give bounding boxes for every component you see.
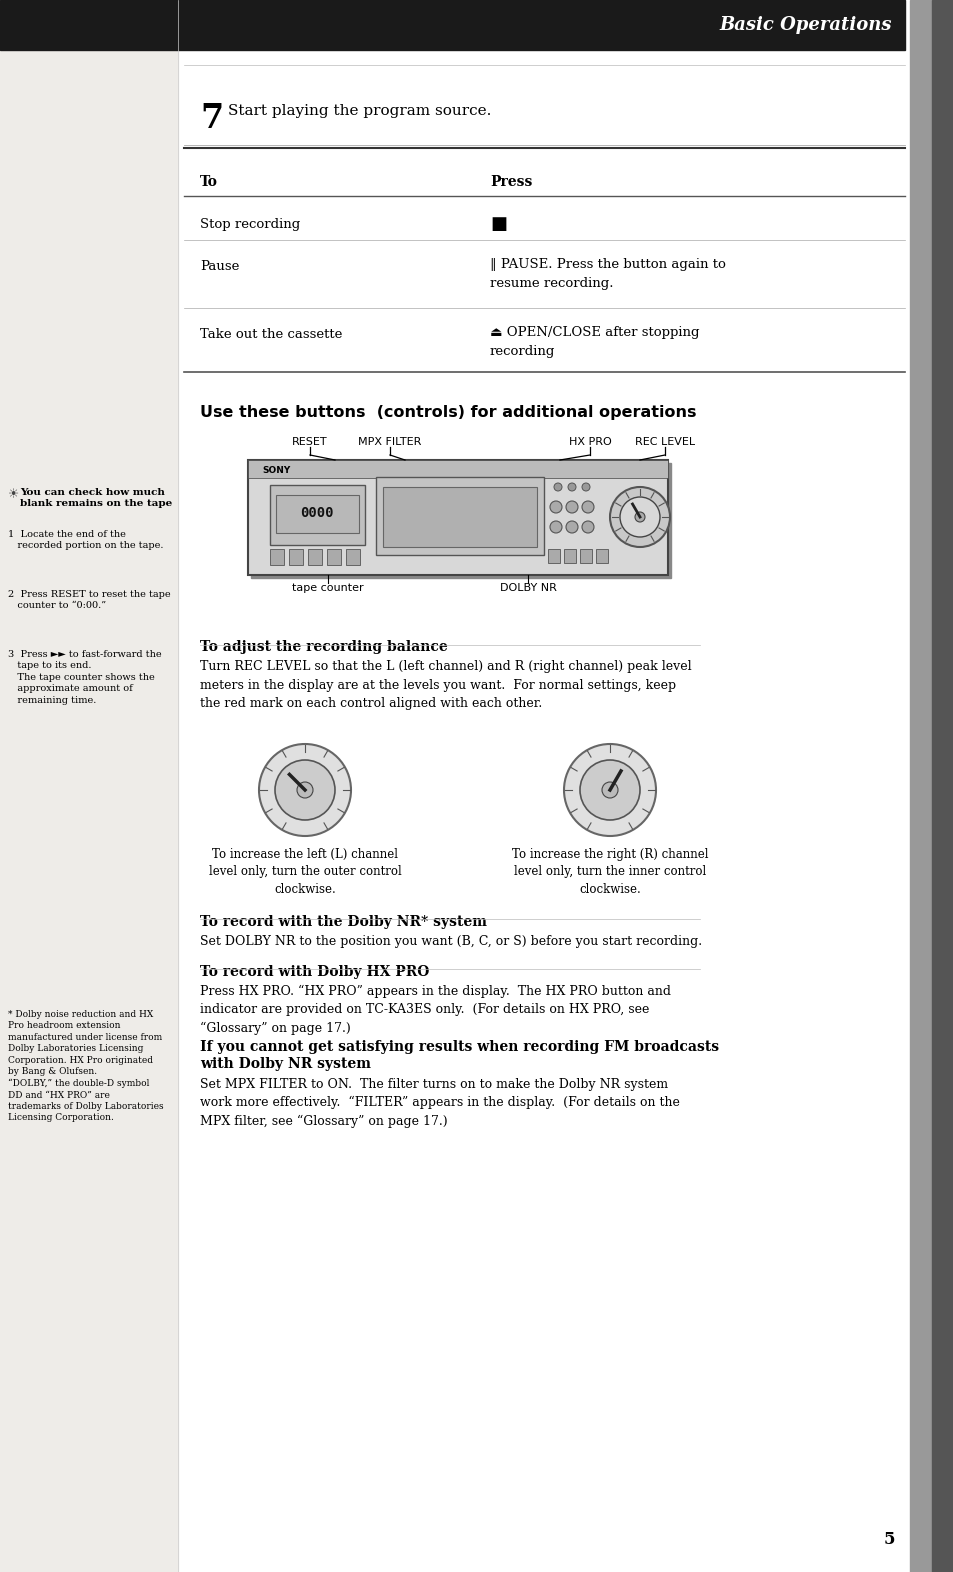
Circle shape <box>550 501 561 512</box>
Text: Set MPX FILTER to ON.  The filter turns on to make the Dolby NR system
work more: Set MPX FILTER to ON. The filter turns o… <box>200 1078 679 1127</box>
Circle shape <box>296 781 313 799</box>
Text: Press: Press <box>490 174 532 189</box>
Text: MPX FILTER: MPX FILTER <box>358 437 421 446</box>
Text: SONY: SONY <box>262 465 290 475</box>
Bar <box>596 549 607 563</box>
Circle shape <box>581 520 594 533</box>
Text: Basic Operations: Basic Operations <box>719 16 891 35</box>
Text: RESET: RESET <box>292 437 328 446</box>
Text: Pause: Pause <box>200 259 239 274</box>
Text: 3  Press ►► to fast-forward the
   tape to its end.
   The tape counter shows th: 3 Press ►► to fast-forward the tape to i… <box>8 649 161 704</box>
Text: 2  Press RESET to reset the tape
   counter to “0:00.”: 2 Press RESET to reset the tape counter … <box>8 590 171 610</box>
Text: Set DOLBY NR to the position you want (B, C, or S) before you start recording.: Set DOLBY NR to the position you want (B… <box>200 935 701 948</box>
Circle shape <box>567 483 576 490</box>
Bar <box>270 486 365 545</box>
Text: Press HX PRO. “HX PRO” appears in the display.  The HX PRO button and
indicator : Press HX PRO. “HX PRO” appears in the di… <box>200 986 670 1034</box>
Circle shape <box>609 487 669 547</box>
Text: Take out the cassette: Take out the cassette <box>200 329 342 341</box>
Text: REC LEVEL: REC LEVEL <box>635 437 695 446</box>
Circle shape <box>274 759 335 821</box>
Circle shape <box>554 483 561 490</box>
Text: ■: ■ <box>490 215 506 233</box>
Text: ⏏ OPEN/CLOSE after stopping
recording: ⏏ OPEN/CLOSE after stopping recording <box>490 325 699 358</box>
Bar <box>563 549 576 563</box>
Text: To record with the Dolby NR* system: To record with the Dolby NR* system <box>200 915 486 929</box>
Bar <box>270 549 284 564</box>
Bar <box>346 549 359 564</box>
Circle shape <box>581 483 589 490</box>
Bar <box>289 549 303 564</box>
Text: Use these buttons  (controls) for additional operations: Use these buttons (controls) for additio… <box>200 406 696 420</box>
Circle shape <box>565 501 578 512</box>
Text: ☀: ☀ <box>8 487 19 501</box>
Text: Turn REC LEVEL so that the L (left channel) and R (right channel) peak level
met: Turn REC LEVEL so that the L (left chann… <box>200 660 691 711</box>
Bar <box>931 0 953 1572</box>
Text: * Dolby noise reduction and HX
Pro headroom extension
manufactured under license: * Dolby noise reduction and HX Pro headr… <box>8 1009 164 1122</box>
Bar <box>275 495 358 533</box>
Bar <box>327 549 340 564</box>
Bar <box>178 0 909 1572</box>
Circle shape <box>579 759 639 821</box>
Text: To increase the left (L) channel
level only, turn the outer control
clockwise.: To increase the left (L) channel level o… <box>209 847 401 896</box>
Bar <box>248 461 667 478</box>
Circle shape <box>635 512 644 522</box>
Bar <box>382 487 537 547</box>
Text: Start playing the program source.: Start playing the program source. <box>228 104 491 118</box>
Text: ‖ PAUSE. Press the button again to
resume recording.: ‖ PAUSE. Press the button again to resum… <box>490 258 725 289</box>
Bar <box>0 0 178 1572</box>
Circle shape <box>601 781 618 799</box>
Bar <box>909 0 931 1572</box>
Circle shape <box>619 497 659 538</box>
Text: If you cannot get satisfying results when recording FM broadcasts
with Dolby NR : If you cannot get satisfying results whe… <box>200 1041 719 1071</box>
Text: To: To <box>200 174 217 189</box>
Text: You can check how much
blank remains on the tape: You can check how much blank remains on … <box>20 487 172 508</box>
Circle shape <box>258 744 351 836</box>
Circle shape <box>563 744 656 836</box>
Circle shape <box>581 501 594 512</box>
Text: DOLBY NR: DOLBY NR <box>499 583 556 593</box>
Text: 0000: 0000 <box>300 506 334 520</box>
Bar <box>248 461 667 575</box>
Bar <box>375 476 543 555</box>
Text: tape counter: tape counter <box>292 583 363 593</box>
Text: HX PRO: HX PRO <box>568 437 611 446</box>
Text: Stop recording: Stop recording <box>200 219 300 231</box>
Bar <box>251 464 670 578</box>
Text: To record with Dolby HX PRO: To record with Dolby HX PRO <box>200 965 429 979</box>
Bar <box>547 549 559 563</box>
Text: To increase the right (R) channel
level only, turn the inner control
clockwise.: To increase the right (R) channel level … <box>511 847 707 896</box>
Text: 1  Locate the end of the
   recorded portion on the tape.: 1 Locate the end of the recorded portion… <box>8 530 163 550</box>
Circle shape <box>550 520 561 533</box>
Bar <box>0 0 904 50</box>
Text: 5: 5 <box>882 1531 894 1548</box>
Circle shape <box>565 520 578 533</box>
Text: To adjust the recording balance: To adjust the recording balance <box>200 640 447 654</box>
Bar <box>579 549 592 563</box>
Text: 7: 7 <box>200 102 223 135</box>
Bar <box>308 549 322 564</box>
